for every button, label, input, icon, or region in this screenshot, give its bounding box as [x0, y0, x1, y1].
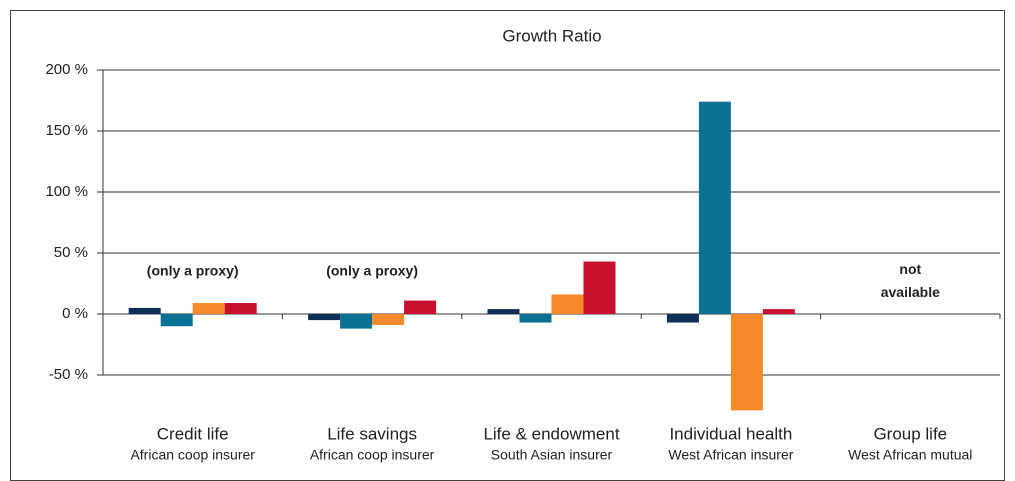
bar [730, 314, 763, 411]
x-tick-sublabel: West African mutual [848, 447, 972, 463]
x-tick-label: Life & endowment [483, 424, 619, 443]
bar [372, 314, 405, 325]
bar [762, 309, 795, 314]
bar [487, 309, 520, 314]
x-tick-sublabel: South Asian insurer [491, 447, 613, 463]
frame [10, 10, 1005, 481]
x-tick-label: Group life [873, 424, 947, 443]
annotation: (only a proxy) [147, 263, 239, 279]
bar [583, 261, 616, 314]
annotation: (only a proxy) [326, 263, 418, 279]
x-tick-sublabel: West African insurer [668, 447, 793, 463]
annotation: not available [881, 261, 940, 300]
bar [340, 314, 373, 329]
bar [128, 307, 161, 314]
bar [308, 314, 341, 321]
y-tick-label: 150 % [45, 122, 88, 139]
bar [404, 300, 437, 314]
bar [160, 314, 193, 327]
chart-title: Growth Ratio [502, 26, 601, 45]
x-tick-sublabel: African coop insurer [310, 447, 435, 463]
bar [519, 314, 552, 323]
bar [192, 303, 225, 314]
x-tick-label: Individual health [669, 424, 792, 443]
y-tick-label: -50 % [49, 366, 88, 383]
y-tick-label: 0 % [62, 305, 88, 322]
y-tick-label: 200 % [45, 61, 88, 78]
bar [666, 314, 699, 323]
y-tick-label: 100 % [45, 183, 88, 200]
bar [551, 294, 584, 314]
bar [698, 101, 731, 314]
bar [224, 303, 257, 314]
x-tick-label: Credit life [157, 424, 229, 443]
y-tick-label: 50 % [54, 244, 88, 261]
x-tick-label: Life savings [327, 424, 417, 443]
x-tick-sublabel: African coop insurer [130, 447, 255, 463]
